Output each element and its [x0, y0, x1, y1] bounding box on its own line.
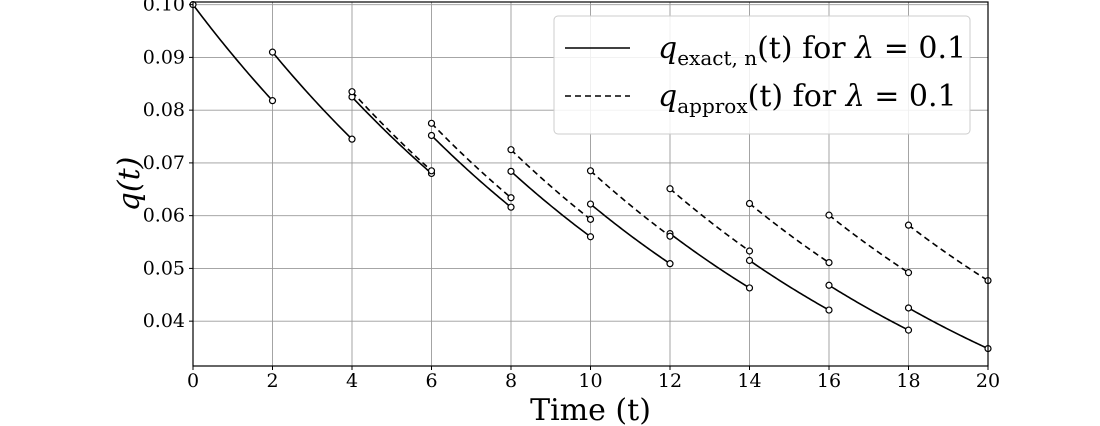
series-segment — [749, 259, 830, 311]
series-segment — [589, 170, 671, 237]
y-tick-label: 0.09 — [143, 46, 185, 68]
data-point — [666, 185, 674, 193]
y-tick-label: 0.05 — [143, 257, 185, 279]
data-point — [666, 260, 674, 268]
data-point — [427, 119, 436, 127]
data-point — [904, 326, 913, 334]
data-point — [507, 203, 515, 211]
legend-entry: qapprox(t) for λ = 0.1 — [658, 79, 957, 118]
data-point — [586, 233, 595, 241]
series-segment — [748, 202, 830, 264]
y-tick-label: 0.07 — [143, 152, 185, 174]
series-segment — [589, 203, 671, 265]
x-tick-label: 2 — [266, 370, 278, 392]
data-point — [586, 215, 595, 223]
x-tick-label: 8 — [505, 370, 517, 392]
data-point — [745, 256, 754, 265]
y-axis-title: q(t) — [112, 157, 147, 212]
series-segment — [351, 91, 433, 172]
series-solid — [189, 1, 992, 353]
y-tick-label: 0.10 — [143, 0, 185, 16]
series-segment — [351, 96, 433, 175]
series-segment — [271, 51, 353, 140]
data-point — [507, 167, 515, 175]
data-point — [825, 281, 833, 289]
data-point — [507, 194, 515, 202]
series-segment — [430, 122, 512, 199]
x-tick-label: 0 — [187, 370, 199, 392]
data-point — [904, 304, 913, 312]
data-point — [507, 146, 515, 154]
series-dashed — [348, 88, 992, 285]
series-segment — [828, 214, 909, 274]
x-tick-label: 18 — [896, 370, 920, 392]
data-point — [904, 269, 913, 277]
data-point — [745, 247, 754, 255]
data-point — [427, 167, 436, 175]
x-tick-label: 4 — [346, 370, 358, 392]
data-point — [268, 97, 277, 105]
x-tick-label: 20 — [976, 370, 1000, 392]
y-tick-label: 0.08 — [143, 99, 185, 121]
data-point — [348, 88, 356, 96]
legend: qexact, n(t) for λ = 0.1 qapprox(t) for λ… — [553, 15, 971, 135]
series-segment — [669, 188, 750, 252]
data-point — [825, 211, 833, 219]
x-tick-label: 10 — [578, 370, 602, 392]
series-segment — [430, 134, 512, 208]
data-point — [348, 135, 356, 143]
x-tick-label: 14 — [737, 370, 761, 392]
legend-box — [553, 15, 971, 135]
x-tick-label: 16 — [817, 370, 841, 392]
series-segment — [669, 232, 750, 289]
data-point — [904, 221, 913, 229]
legend-entry: qexact, n(t) for λ = 0.1 — [658, 31, 966, 70]
data-point — [427, 131, 436, 140]
data-point — [666, 232, 674, 240]
series-layer — [189, 1, 992, 353]
data-point — [586, 167, 595, 175]
data-point — [745, 284, 754, 292]
x-axis-title: Time (t) — [530, 393, 651, 426]
data-point — [745, 199, 754, 208]
series-segment — [908, 224, 989, 282]
series-segment — [510, 149, 591, 220]
y-tick-label: 0.04 — [143, 310, 185, 332]
series-segment — [510, 170, 591, 238]
series-segment — [192, 4, 274, 102]
y-tick-label: 0.06 — [143, 205, 185, 227]
x-tick-label: 6 — [425, 370, 437, 392]
data-point — [586, 200, 595, 208]
series-segment — [908, 307, 989, 350]
data-point — [268, 48, 277, 56]
series-segment — [828, 284, 909, 331]
data-point — [825, 306, 833, 314]
data-point — [825, 259, 833, 267]
x-tick-label: 12 — [658, 370, 682, 392]
axis-ticks: 0 2 4 6 8 10 12 14 16 18 20 0.04 0.05 0.06 0.07 0.08 0.0… — [143, 0, 1000, 392]
